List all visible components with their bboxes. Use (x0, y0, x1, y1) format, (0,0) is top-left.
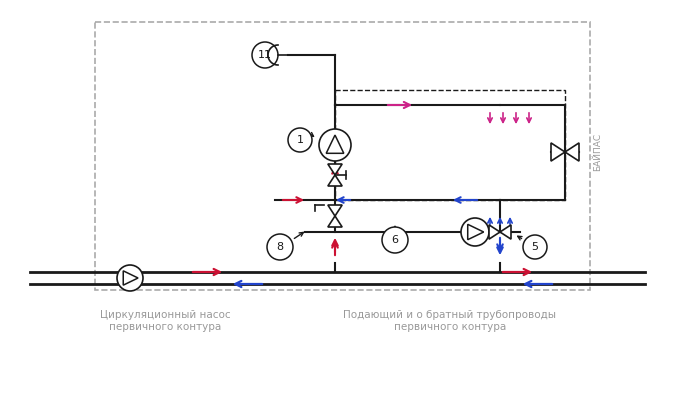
Text: 1: 1 (297, 135, 304, 145)
Text: 11: 11 (258, 50, 272, 60)
Text: первичного контура: первичного контура (394, 322, 506, 332)
Text: 5: 5 (531, 242, 538, 252)
Text: БАЙПАС: БАЙПАС (594, 133, 603, 171)
Circle shape (461, 218, 489, 246)
Text: 8: 8 (276, 242, 284, 252)
Circle shape (252, 42, 278, 68)
Text: Циркуляционный насос: Циркуляционный насос (99, 310, 230, 320)
Polygon shape (328, 164, 342, 175)
Circle shape (319, 129, 351, 161)
Polygon shape (328, 205, 342, 216)
Circle shape (117, 265, 143, 291)
Polygon shape (328, 175, 342, 186)
Polygon shape (551, 143, 565, 161)
Polygon shape (500, 225, 511, 239)
Text: первичного контура: первичного контура (109, 322, 221, 332)
Circle shape (523, 235, 547, 259)
Circle shape (288, 128, 312, 152)
Polygon shape (328, 216, 342, 227)
Text: 6: 6 (391, 235, 398, 245)
Polygon shape (565, 143, 579, 161)
Circle shape (382, 227, 408, 253)
Circle shape (267, 234, 293, 260)
Text: Подающий и о братный трубопроводы: Подающий и о братный трубопроводы (344, 310, 556, 320)
Polygon shape (489, 225, 500, 239)
